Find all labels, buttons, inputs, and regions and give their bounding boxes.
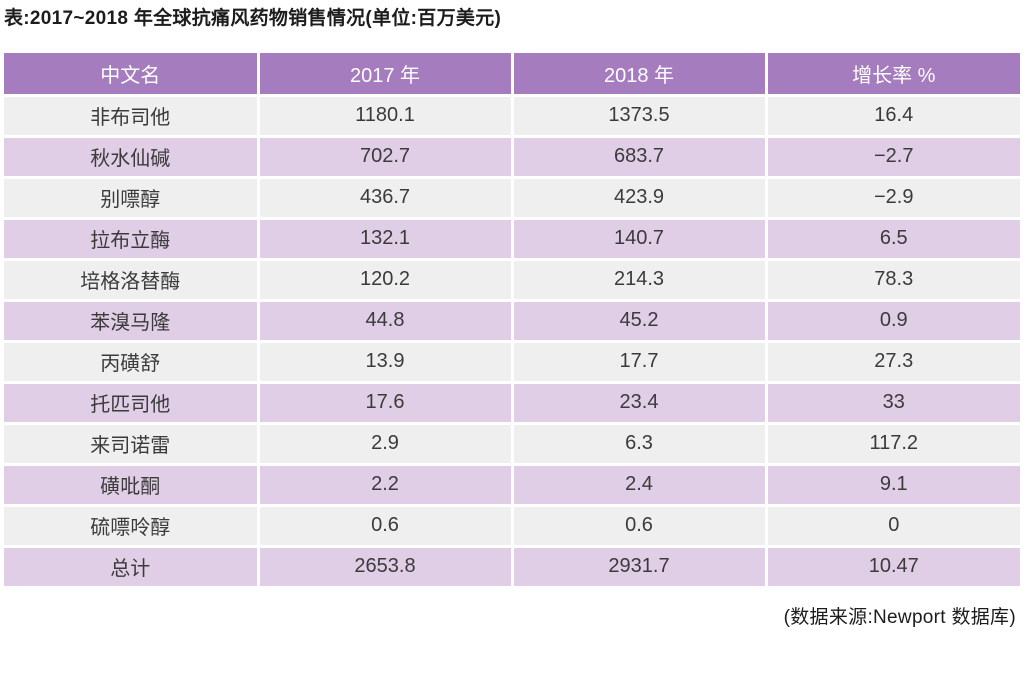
table-row: 来司诺雷 2.9 6.3 117.2 — [4, 423, 1020, 466]
table-row: 非布司他 1180.1 1373.5 16.4 — [4, 95, 1020, 138]
growth-rate-cell: −2.7 — [766, 136, 1020, 179]
sales-2018-cell: 214.3 — [512, 259, 768, 302]
sales-2018-cell: 6.3 — [512, 423, 768, 466]
header-row: 中文名 2017 年 2018 年 增长率 % — [4, 53, 1020, 97]
growth-rate-cell: 0 — [766, 505, 1020, 548]
column-header-2018: 2018 年 — [512, 53, 768, 97]
sales-table: 中文名 2017 年 2018 年 增长率 % 非布司他 1180.1 1373… — [4, 53, 1020, 589]
growth-rate-cell: 117.2 — [766, 423, 1020, 466]
sales-2018-cell: 2.4 — [512, 464, 768, 507]
sales-2018-cell: 423.9 — [512, 177, 768, 220]
table-row: 磺吡酮 2.2 2.4 9.1 — [4, 464, 1020, 507]
table-row: 别嘌醇 436.7 423.9 −2.9 — [4, 177, 1020, 220]
sales-2018-cell: 683.7 — [512, 136, 768, 179]
drug-name-cell: 拉布立酶 — [4, 218, 260, 261]
sales-2017-cell: 17.6 — [258, 382, 514, 425]
sales-2017-cell: 2653.8 — [258, 546, 514, 589]
growth-rate-cell: 10.47 — [766, 546, 1020, 589]
sales-2017-cell: 120.2 — [258, 259, 514, 302]
growth-rate-cell: 33 — [766, 382, 1020, 425]
drug-name-cell: 非布司他 — [4, 95, 260, 138]
sales-2017-cell: 2.2 — [258, 464, 514, 507]
sales-2017-cell: 1180.1 — [258, 95, 514, 138]
sales-2018-cell: 140.7 — [512, 218, 768, 261]
sales-2017-cell: 13.9 — [258, 341, 514, 384]
table-title: 表:2017~2018 年全球抗痛风药物销售情况(单位:百万美元) — [4, 8, 502, 29]
sales-2018-cell: 17.7 — [512, 341, 768, 384]
growth-rate-cell: 6.5 — [766, 218, 1020, 261]
sales-2017-cell: 132.1 — [258, 218, 514, 261]
drug-name-cell: 丙磺舒 — [4, 341, 260, 384]
column-header-name: 中文名 — [4, 53, 260, 97]
drug-name-cell: 总计 — [4, 546, 260, 589]
table-row: 培格洛替酶 120.2 214.3 78.3 — [4, 259, 1020, 302]
growth-rate-cell: 78.3 — [766, 259, 1020, 302]
growth-rate-cell: 16.4 — [766, 95, 1020, 138]
growth-rate-cell: 0.9 — [766, 300, 1020, 343]
table-header: 中文名 2017 年 2018 年 增长率 % — [4, 53, 1020, 97]
column-header-growth-rate: 增长率 % — [766, 53, 1020, 97]
drug-name-cell: 秋水仙碱 — [4, 136, 260, 179]
sales-2017-cell: 44.8 — [258, 300, 514, 343]
table-row: 托匹司他 17.6 23.4 33 — [4, 382, 1020, 425]
sales-2017-cell: 436.7 — [258, 177, 514, 220]
drug-name-cell: 培格洛替酶 — [4, 259, 260, 302]
table-body: 非布司他 1180.1 1373.5 16.4 秋水仙碱 702.7 683.7… — [4, 95, 1020, 589]
drug-name-cell: 苯溴马隆 — [4, 300, 260, 343]
table-row: 苯溴马隆 44.8 45.2 0.9 — [4, 300, 1020, 343]
table-row: 拉布立酶 132.1 140.7 6.5 — [4, 218, 1020, 261]
drug-name-cell: 托匹司他 — [4, 382, 260, 425]
sales-2017-cell: 2.9 — [258, 423, 514, 466]
column-header-2017: 2017 年 — [258, 53, 514, 97]
growth-rate-cell: 9.1 — [766, 464, 1020, 507]
table-row: 硫嘌呤醇 0.6 0.6 0 — [4, 505, 1020, 548]
sales-2017-cell: 0.6 — [258, 505, 514, 548]
drug-name-cell: 来司诺雷 — [4, 423, 260, 466]
sales-2017-cell: 702.7 — [258, 136, 514, 179]
table-row: 丙磺舒 13.9 17.7 27.3 — [4, 341, 1020, 384]
drug-name-cell: 磺吡酮 — [4, 464, 260, 507]
table-row-total: 总计 2653.8 2931.7 10.47 — [4, 546, 1020, 589]
sales-2018-cell: 23.4 — [512, 382, 768, 425]
sales-2018-cell: 45.2 — [512, 300, 768, 343]
growth-rate-cell: 27.3 — [766, 341, 1020, 384]
growth-rate-cell: −2.9 — [766, 177, 1020, 220]
table-row: 秋水仙碱 702.7 683.7 −2.7 — [4, 136, 1020, 179]
sales-2018-cell: 1373.5 — [512, 95, 768, 138]
drug-name-cell: 别嘌醇 — [4, 177, 260, 220]
data-source-note: (数据来源:Newport 数据库) — [783, 606, 1016, 628]
sales-2018-cell: 0.6 — [512, 505, 768, 548]
drug-name-cell: 硫嘌呤醇 — [4, 505, 260, 548]
sales-2018-cell: 2931.7 — [512, 546, 768, 589]
